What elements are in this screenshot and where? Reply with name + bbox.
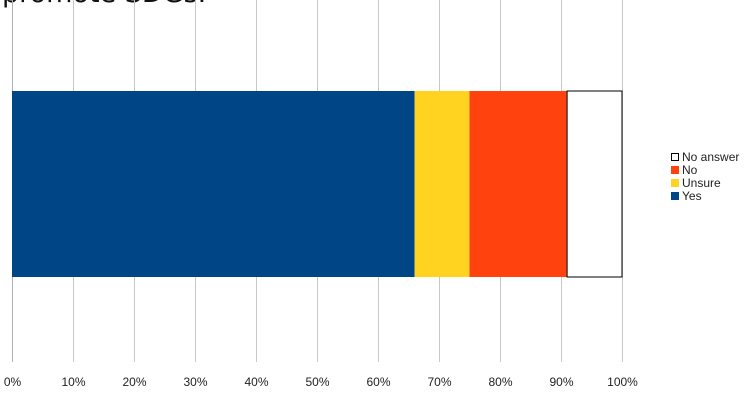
bar-segment-no	[469, 91, 568, 277]
legend-label: Yes	[682, 188, 702, 203]
chart-title: promote SDGs.	[2, 0, 206, 10]
x-tick-label: 20%	[122, 375, 146, 389]
legend-label: Unsure	[682, 175, 721, 190]
legend-item-unsure: Unsure	[671, 175, 739, 190]
bar-segment-no-answer	[566, 90, 623, 278]
legend-label: No answer	[682, 149, 740, 164]
x-tick-label: 80%	[488, 375, 512, 389]
x-tick-label: 10%	[61, 375, 85, 389]
legend-swatch	[671, 191, 679, 200]
legend: No answer No Unsure Yes	[671, 149, 740, 203]
x-tick-label: 90%	[549, 375, 573, 389]
x-axis-ticks: 0% 10% 20% 30% 40% 50% 60% 70% 80% 90% 100%	[4, 375, 638, 389]
legend-swatch	[671, 152, 679, 161]
legend-label: No	[682, 162, 698, 177]
bar-segment-unsure	[414, 91, 470, 277]
x-tick-label: 50%	[305, 375, 329, 389]
x-tick-label: 30%	[183, 375, 207, 389]
x-tick-label: 0%	[4, 375, 22, 389]
legend-item-no-answer: No answer	[671, 149, 740, 164]
legend-swatch	[671, 178, 679, 187]
x-tick-label: 100%	[607, 375, 638, 389]
bar-segments	[12, 90, 623, 278]
x-tick-label: 40%	[244, 375, 268, 389]
legend-swatch	[671, 165, 679, 174]
bar-segment-yes	[12, 91, 415, 277]
legend-item-no: No	[671, 162, 739, 177]
x-tick-label: 60%	[366, 375, 390, 389]
x-tick-label: 70%	[427, 375, 451, 389]
legend-item-yes: Yes	[671, 188, 739, 203]
